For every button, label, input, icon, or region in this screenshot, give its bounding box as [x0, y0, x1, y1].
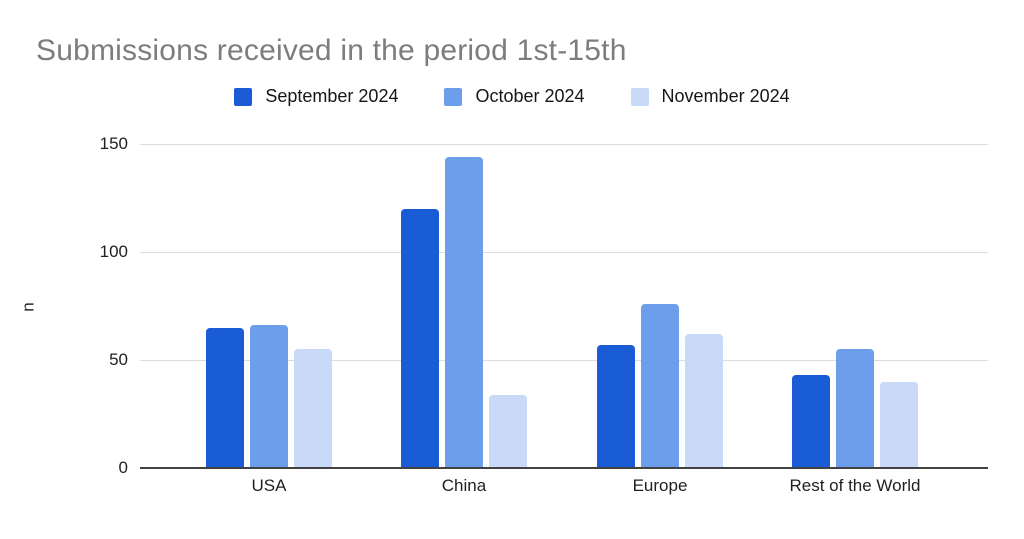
bar-usa-november-2024	[294, 349, 332, 468]
bar-group-europe	[597, 144, 723, 468]
x-category-label: China	[441, 476, 487, 495]
legend-label: September 2024	[265, 86, 399, 106]
bar-europe-october-2024	[641, 303, 679, 468]
plot-area	[140, 144, 988, 469]
gridline-100	[140, 252, 988, 253]
bar-rest-of-the-world-november-2024	[880, 381, 918, 468]
bar-group-usa	[206, 144, 332, 468]
x-axis-line	[140, 467, 988, 469]
legend-swatch-icon	[234, 87, 253, 106]
y-tick-label: 100	[99, 242, 128, 261]
bar-group-china	[401, 144, 527, 468]
legend-item-september-2024: September 2024	[234, 86, 398, 107]
legend-item-november-2024: November 2024	[630, 86, 790, 107]
bar-china-october-2024	[445, 157, 483, 468]
bar-europe-november-2024	[685, 334, 723, 468]
bar-usa-september-2024	[206, 327, 244, 468]
gridline-150	[140, 144, 988, 145]
legend: September 2024 October 2024 November 2024	[0, 86, 1024, 107]
y-tick-label: 0	[118, 458, 128, 477]
legend-label: November 2024	[661, 86, 790, 106]
bar-china-september-2024	[401, 208, 439, 468]
y-axis-title: n	[18, 302, 38, 312]
y-tick-label: 50	[109, 350, 128, 369]
legend-item-october-2024: October 2024	[444, 86, 585, 107]
x-category-label: Europe	[632, 476, 688, 495]
legend-label: October 2024	[475, 86, 585, 106]
legend-swatch-icon	[444, 87, 463, 106]
bar-china-november-2024	[489, 394, 527, 468]
y-tick-label: 150	[99, 134, 128, 153]
legend-swatch-icon	[630, 87, 649, 106]
bar-rest-of-the-world-september-2024	[792, 375, 830, 468]
gridline-50	[140, 360, 988, 361]
chart-title: Submissions received in the period 1st-1…	[36, 34, 627, 67]
bar-group-rest-of-the-world	[792, 144, 918, 468]
bar-europe-september-2024	[597, 344, 635, 468]
bar-rest-of-the-world-october-2024	[836, 349, 874, 468]
bar-usa-october-2024	[250, 325, 288, 468]
x-category-label: Rest of the World	[789, 476, 921, 495]
x-category-label: USA	[251, 476, 287, 495]
